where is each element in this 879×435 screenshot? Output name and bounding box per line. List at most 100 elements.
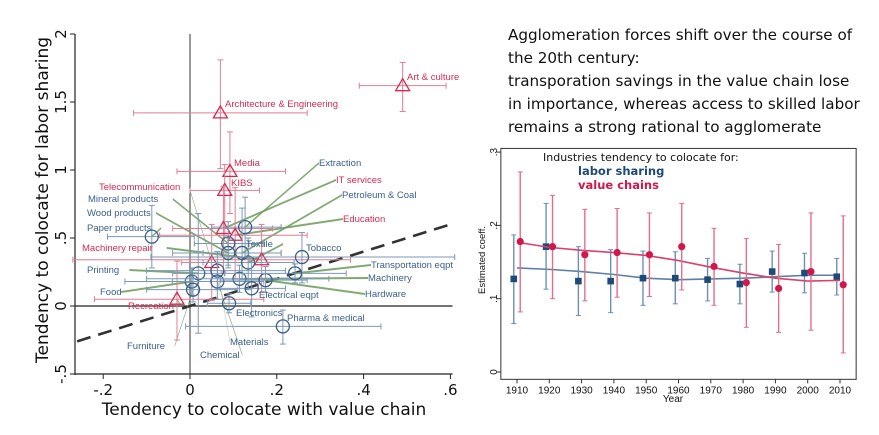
x-tick-label: .6	[443, 381, 457, 399]
circle-marker	[548, 243, 557, 251]
circle-marker	[244, 281, 259, 296]
x-tick-label: 1910	[506, 385, 529, 396]
circle-marker	[232, 271, 247, 286]
y-tick-label: .2	[489, 221, 500, 230]
square-marker	[542, 243, 550, 250]
square-marker	[639, 274, 647, 282]
circle-marker	[807, 267, 815, 276]
y-tick-label: -.5	[52, 364, 70, 384]
point-transportation-eqpt	[224, 263, 347, 284]
leader-line	[174, 288, 194, 347]
series-marks	[510, 171, 847, 354]
point-machinery-repair	[72, 223, 352, 293]
leader-line	[172, 198, 229, 245]
point-label: Hardware	[365, 289, 406, 300]
leader-line	[265, 279, 365, 295]
circle-marker	[678, 243, 686, 251]
point-label: Recreation	[128, 301, 174, 312]
point-recreation	[94, 260, 265, 341]
headline-line: the 20th century:	[508, 49, 640, 67]
circle-marker	[294, 249, 310, 265]
triangle-marker	[253, 251, 270, 266]
x-tick-label: 1920	[538, 385, 561, 396]
x-axis-title: Tendency to colocate with value chain	[101, 400, 427, 420]
legend-title: Industries tendency to colocate for:	[543, 151, 739, 164]
x-tick-label: 2010	[829, 385, 852, 396]
square-marker	[671, 274, 679, 282]
circle-marker	[237, 219, 253, 235]
leader-line	[245, 162, 319, 229]
point-tobacco	[150, 232, 456, 284]
point-labels: Art & culture Architecture & Engineering M…	[82, 72, 459, 361]
point-label: Electrical eqpt	[259, 290, 319, 301]
scatter-chart-colocation: -.2 0 .2 .4 .6 -.5 0 .5 1 1.5 2 Art & culture Archi…	[33, 29, 459, 420]
circle-marker	[185, 282, 201, 297]
circle-marker	[241, 255, 256, 270]
point-label: Paper products	[87, 223, 152, 234]
square-marker	[801, 269, 808, 277]
leader-line	[121, 280, 192, 293]
y-tick-label: 2	[52, 29, 70, 39]
point-media	[176, 131, 286, 215]
plot-frame	[500, 147, 857, 380]
x-tick-label: 1960	[667, 385, 690, 396]
point-label: Chemical	[200, 350, 240, 361]
square-marker	[736, 280, 744, 288]
trend-line	[516, 267, 840, 281]
point-label: Wood products	[87, 208, 151, 219]
point-label: Machinery repair	[82, 243, 153, 254]
point-label: Furniture	[127, 341, 165, 352]
data-points	[72, 59, 456, 345]
circle-marker	[839, 281, 847, 289]
x-tick-label: -.2	[93, 381, 113, 399]
point-label: Extraction	[319, 158, 361, 169]
leader-line	[242, 194, 342, 254]
triangle-marker	[168, 290, 186, 305]
y-tick-label: 0	[489, 369, 500, 375]
circle-marker	[221, 296, 237, 311]
point-label: Pharma & medical	[287, 313, 365, 324]
y-tick-label: .5	[52, 231, 70, 245]
point-label: Machinery	[368, 273, 412, 284]
square-marker	[833, 273, 841, 281]
axes: 1910 1920 1930 1940 1950 1960 1970 1980 1990 2000…	[489, 147, 857, 396]
square-marker	[704, 276, 711, 283]
point-label: Telecommunication	[99, 182, 180, 193]
x-tick-label: .4	[356, 381, 370, 399]
point-pharma-medical	[185, 309, 382, 345]
y-tick-label: .1	[489, 294, 500, 303]
triangle-marker	[212, 104, 229, 119]
circle-marker	[287, 266, 303, 281]
x-tick-label: 1970	[700, 385, 723, 396]
leader-lines	[121, 162, 371, 356]
x-tick-label: 1950	[635, 385, 658, 396]
point-label: Architecture & Engineering	[225, 99, 338, 110]
leader-line	[223, 179, 336, 230]
point-label: Electronics	[236, 308, 283, 319]
axes: -.2 0 .2 .4 .6 -.5 0 .5 1 1.5 2	[52, 29, 458, 399]
trend-line	[516, 241, 841, 282]
x-tick-label: 1940	[603, 385, 626, 396]
point-art-culture	[358, 62, 447, 113]
y-tick-label: 1.5	[52, 90, 70, 114]
triangle-marker	[216, 182, 233, 197]
point-label: Materials	[230, 337, 269, 348]
circle-marker	[710, 262, 718, 271]
point-electrical-eqpt	[219, 260, 286, 318]
x-tick-label: 1980	[732, 385, 755, 396]
point-label: Textile	[246, 239, 273, 250]
x-tick-label: 1990	[764, 385, 787, 396]
point-furniture	[146, 275, 239, 303]
triangle-marker	[394, 77, 411, 92]
headline-line: remains a strong rational to agglomerate	[508, 118, 822, 136]
circle-marker	[210, 274, 225, 289]
point-label: KIBS	[231, 178, 253, 189]
point-label: Tobacco	[306, 243, 341, 254]
square-marker	[607, 277, 614, 285]
x-axis-title: Year	[663, 394, 684, 405]
point-architecture-engineering	[133, 59, 308, 170]
square-marker	[768, 268, 776, 275]
leader-line	[295, 264, 371, 275]
y-axis-title: Tendency to colocate for labor sharing	[33, 37, 53, 364]
point-electronics	[206, 293, 252, 314]
